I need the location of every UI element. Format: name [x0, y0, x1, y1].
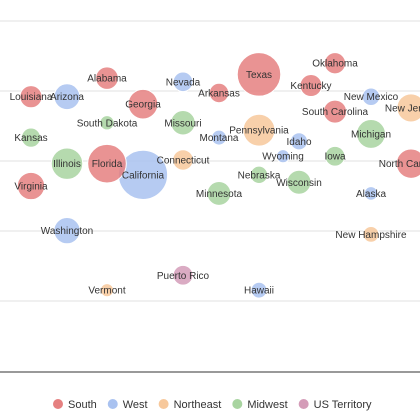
bubble-label-montana: Montana — [200, 133, 239, 144]
bubble-label-missouri: Missouri — [164, 118, 201, 129]
bubble-nevada[interactable] — [172, 71, 194, 93]
bubble-kentucky[interactable] — [299, 74, 323, 98]
label-layer: Oklahoma Alabama Nevada Texas Kentucky Louisi… — [10, 59, 420, 297]
bubble-label-texas: Texas — [246, 70, 272, 81]
bubble-label-oklahoma: Oklahoma — [312, 59, 358, 70]
bubble-south-carolina[interactable] — [322, 99, 348, 124]
bubble-layer — [16, 52, 420, 299]
bubble-label-idaho: Idaho — [286, 137, 311, 148]
bubble-label-new-hampshire: New Hampshire — [335, 230, 407, 241]
legend-label: Midwest — [247, 399, 287, 411]
bubble-label-minnesota: Minnesota — [196, 189, 243, 200]
bubble-montana[interactable] — [211, 129, 227, 146]
bubble-label-puerto-rico: Puerto Rico — [157, 271, 210, 282]
legend: South West Northeast Midwest US Territory — [53, 399, 372, 411]
bubble-label-connecticut: Connecticut — [157, 155, 210, 166]
bubble-georgia[interactable] — [127, 88, 159, 120]
bubble-new-hampshire[interactable] — [362, 225, 380, 243]
bubble-south-dakota[interactable] — [99, 115, 115, 131]
bubble-label-new-jersey: New Jersey — [385, 103, 420, 114]
bubble-pennsylvania[interactable] — [242, 113, 276, 147]
bubble-wisconsin[interactable] — [286, 169, 312, 195]
legend-swatch — [158, 399, 169, 409]
bubble-alaska[interactable] — [363, 186, 379, 201]
bubble-label-pennsylvania: Pennsylvania — [229, 126, 289, 137]
bubble-oklahoma[interactable] — [323, 52, 347, 75]
legend-swatch — [53, 399, 63, 409]
bubble-label-south-carolina: South Carolina — [302, 107, 369, 118]
bubble-florida[interactable] — [87, 143, 127, 184]
bubble-texas[interactable] — [236, 52, 282, 97]
legend-swatch — [107, 399, 118, 409]
bubble-new-mexico[interactable] — [361, 87, 381, 107]
legend-swatch — [232, 399, 243, 409]
bubble-puerto-rico[interactable] — [172, 264, 194, 286]
bubble-label-nebraska: Nebraska — [238, 170, 281, 181]
bubble-virginia[interactable] — [16, 171, 46, 201]
legend-label: US Territory — [314, 399, 372, 411]
bubble-idaho[interactable] — [289, 132, 309, 151]
bubble-hawaii[interactable] — [250, 281, 268, 299]
bubble-label-alaska: Alaska — [356, 189, 386, 200]
legend-label: West — [123, 399, 148, 411]
bubble-label-arkansas: Arkansas — [198, 89, 240, 100]
bubble-label-wyoming: Wyoming — [262, 152, 304, 163]
bubble-label-california: California — [122, 170, 165, 181]
bubble-label-michigan: Michigan — [351, 129, 391, 140]
bubble-wyoming[interactable] — [275, 149, 291, 164]
bubble-vermont[interactable] — [99, 283, 115, 298]
bubble-label-nevada: Nevada — [166, 77, 201, 88]
bubble-label-hawaii: Hawaii — [244, 286, 274, 297]
bubble-label-alabama: Alabama — [87, 74, 127, 85]
bubble-label-louisiana: Louisiana — [10, 92, 53, 103]
bubble-label-vermont: Vermont — [88, 286, 125, 297]
bubble-label-arizona: Arizona — [50, 92, 84, 103]
bubble-arizona[interactable] — [53, 83, 81, 111]
bubble-label-new-mexico: New Mexico — [344, 92, 399, 103]
legend-label: South — [68, 399, 97, 411]
bubble-label-north-carolina: North Carolina — [379, 159, 420, 170]
bubble-washington[interactable] — [53, 216, 81, 245]
bubble-label-washington: Washington — [41, 226, 93, 237]
legend-label: Northeast — [174, 399, 222, 411]
bubble-label-georgia: Georgia — [125, 100, 161, 111]
bubble-kansas[interactable] — [20, 127, 42, 148]
legend-swatch — [298, 399, 309, 409]
bubble-label-iowa: Iowa — [324, 152, 346, 163]
bubble-missouri[interactable] — [170, 110, 196, 136]
bubble-louisiana[interactable] — [19, 85, 43, 109]
bubble-alabama[interactable] — [95, 66, 119, 90]
bubble-nebraska[interactable] — [249, 165, 269, 185]
bubble-connecticut[interactable] — [172, 149, 194, 171]
bubble-label-illinois: Illinois — [53, 159, 81, 170]
bubble-illinois[interactable] — [50, 147, 84, 180]
bubble-label-florida: Florida — [92, 159, 123, 170]
bubble-iowa[interactable] — [324, 145, 346, 167]
bubble-new-jersey[interactable] — [396, 93, 420, 123]
bubble-label-wisconsin: Wisconsin — [276, 178, 322, 189]
bubble-label-kansas: Kansas — [14, 133, 47, 144]
bubble-michigan[interactable] — [356, 118, 386, 149]
bubble-label-south-dakota: South Dakota — [77, 118, 138, 129]
bubble-label-kentucky: Kentucky — [290, 81, 331, 92]
bubble-minnesota[interactable] — [206, 181, 232, 206]
bubble-arkansas[interactable] — [208, 82, 230, 104]
bubble-label-virginia: Virginia — [14, 182, 48, 193]
bubble-north-carolina[interactable] — [395, 148, 420, 179]
